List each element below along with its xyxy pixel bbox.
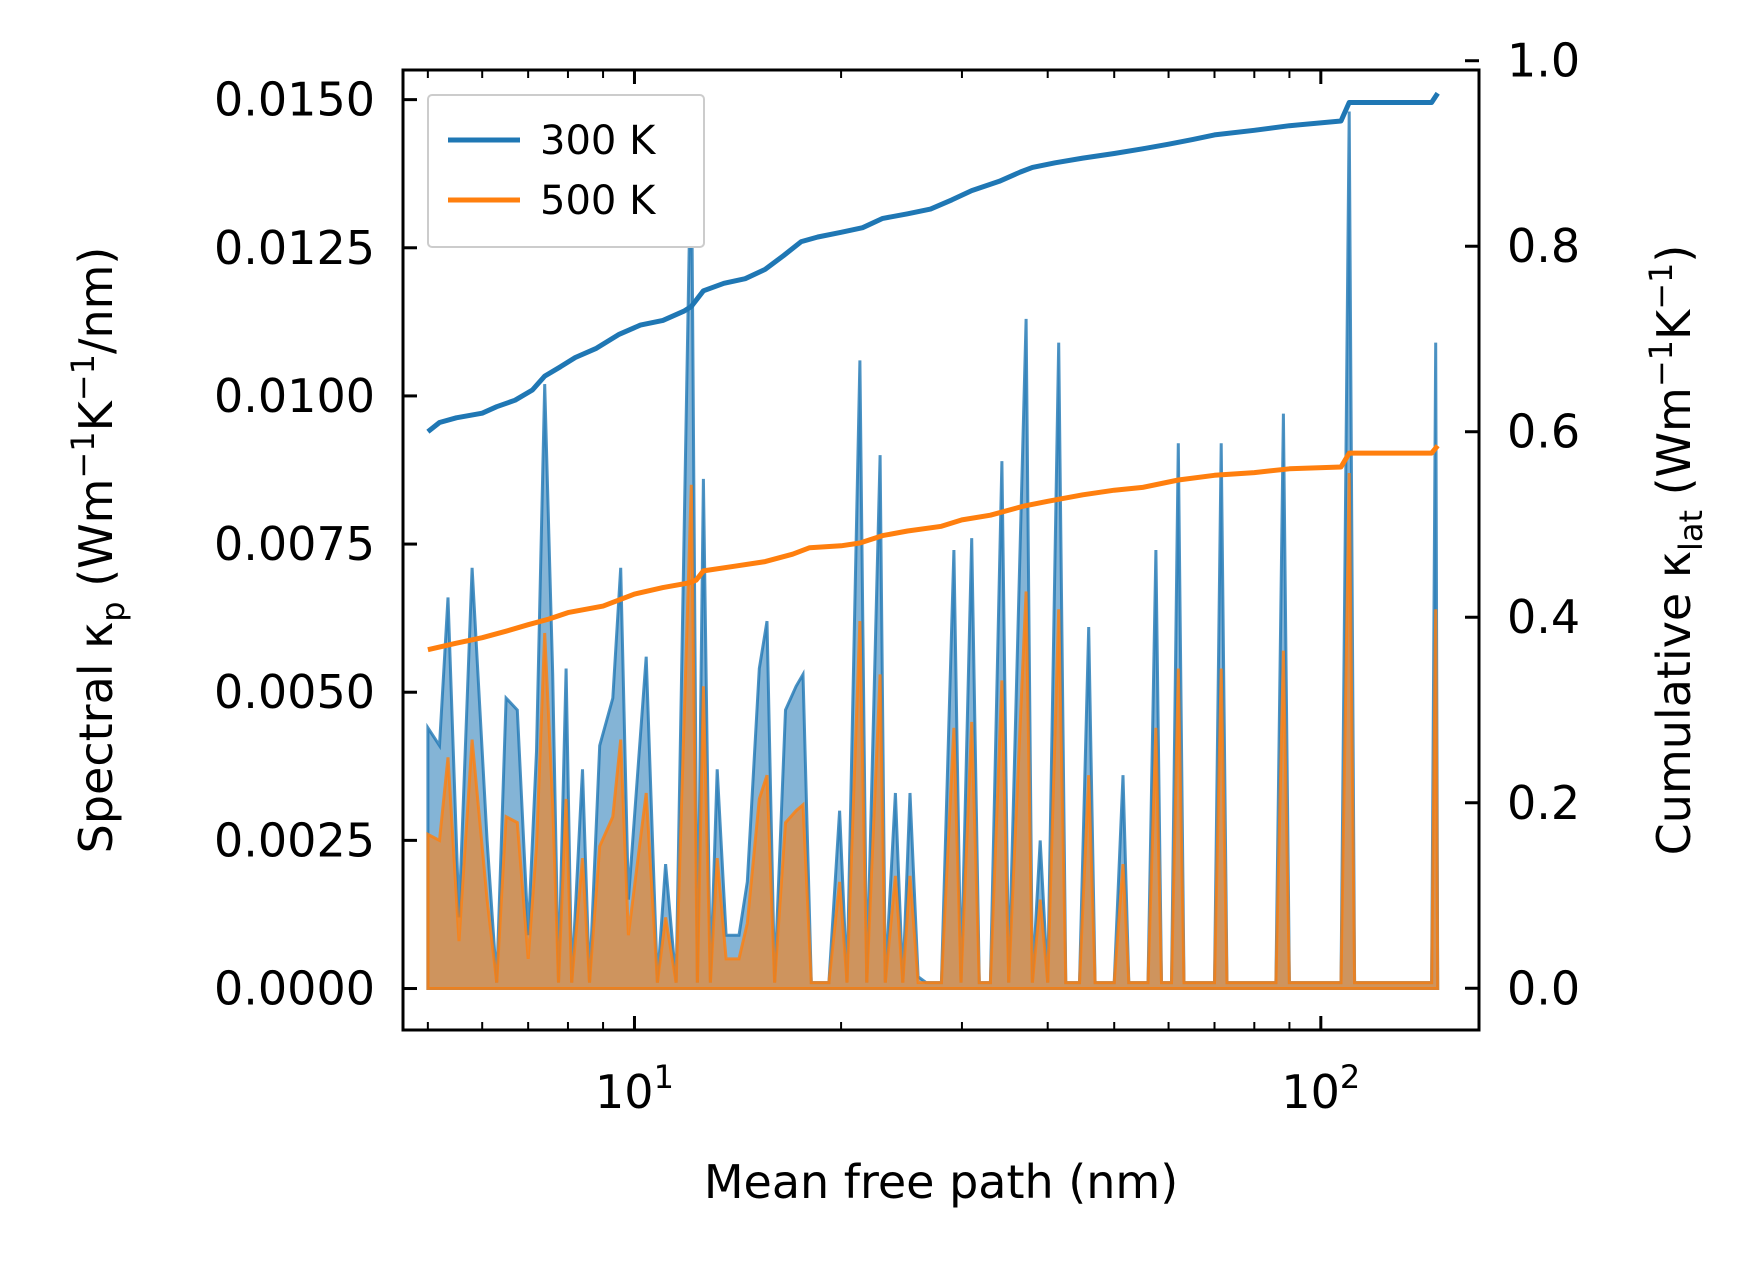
x-tick-label: 101 [595,1058,674,1119]
y-tick-label-left: 0.0050 [214,665,375,719]
y-axis-label-right: Cumulative κlat (Wm−1K−1) [1642,245,1710,856]
tick-labels: 0.00000.00250.00500.00750.01000.01250.01… [214,34,1580,1119]
y-tick-label-left: 0.0100 [214,369,375,423]
y-tick-label-left: 0.0000 [214,962,375,1016]
x-axis-label: Mean free path (nm) [704,1155,1178,1209]
y-tick-label-left: 0.0150 [214,73,375,127]
y-tick-label-right: 0.4 [1507,590,1580,644]
cumulative-line-500k [427,444,1440,653]
spectral-area-300k [426,111,1440,990]
cumulative-lines [426,91,1440,653]
y-tick-label-left: 0.0075 [214,517,375,571]
legend-box [427,94,705,248]
axis-ticks [403,59,1479,1030]
y-tick-label-right: 0.0 [1507,961,1580,1015]
spectral-areas [426,111,1440,990]
legend-label-300k: 300 K [540,118,657,164]
y-tick-label-left: 0.0125 [214,221,375,275]
y-tick-label-right: 0.6 [1507,405,1580,459]
plot-frame [401,68,1481,1032]
spectral-area-500k [426,472,1440,990]
legend: 300 K 500 K [427,94,705,248]
y-tick-label-left: 0.0025 [214,813,375,867]
y-tick-label-right: 0.8 [1507,219,1580,273]
y-axis-label-left: Spectral κp (Wm−1K−1/nm) [64,247,132,854]
legend-label-500k: 500 K [540,178,657,224]
cumulative-line-300k [426,91,1440,434]
x-tick-label: 102 [1281,1058,1360,1119]
y-tick-label-right: 0.2 [1507,776,1580,830]
y-tick-label-right: 1.0 [1507,34,1580,88]
